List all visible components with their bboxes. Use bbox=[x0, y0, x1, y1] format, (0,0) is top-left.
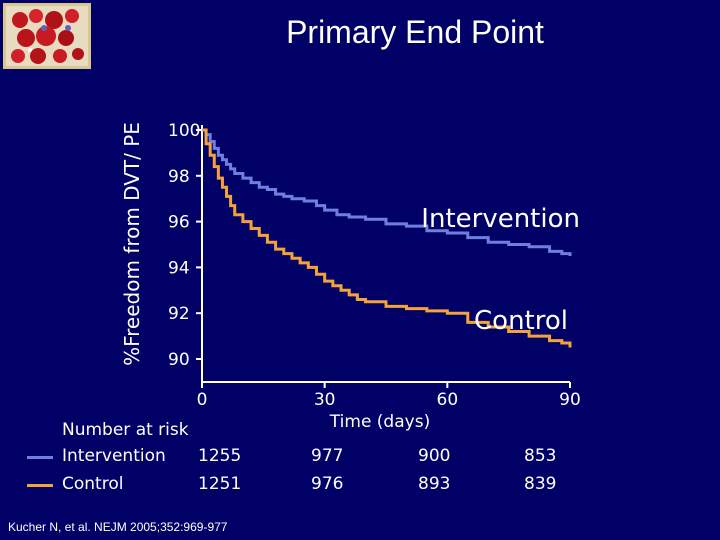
intervention-legend-line bbox=[27, 456, 53, 459]
y-tick-label: 90 bbox=[168, 350, 190, 370]
risk-control-day60: 893 bbox=[418, 474, 451, 494]
x-tick-label: 90 bbox=[559, 390, 581, 410]
y-tick-label: 92 bbox=[168, 304, 190, 324]
y-tick-label: 98 bbox=[168, 167, 190, 187]
x-tick-label: 30 bbox=[314, 390, 336, 410]
y-tick-label: 100 bbox=[168, 121, 200, 141]
risk-intervention-day60: 900 bbox=[418, 446, 451, 466]
x-axis-label: Time (days) bbox=[329, 412, 431, 432]
citation: Kucher N, et al. NEJM 2005;352:969-977 bbox=[8, 520, 228, 534]
intervention-curve bbox=[202, 128, 572, 256]
intervention-series-label: Intervention bbox=[421, 204, 580, 234]
risk-control-day30: 976 bbox=[311, 474, 344, 494]
x-tick-label: 60 bbox=[437, 390, 459, 410]
risk-intervention-day90: 853 bbox=[524, 446, 557, 466]
risk-intervention-day0: 1255 bbox=[198, 446, 242, 466]
control-legend-line bbox=[27, 484, 53, 487]
risk-intervention-day30: 977 bbox=[311, 446, 344, 466]
y-tick-label: 94 bbox=[168, 258, 190, 278]
blood-cells-graphic bbox=[11, 9, 84, 64]
blood-cells-image-icon bbox=[3, 3, 91, 69]
risk-control-day0: 1251 bbox=[198, 474, 242, 494]
y-tick-label: 96 bbox=[168, 213, 190, 233]
risk-control-day90: 839 bbox=[524, 474, 557, 494]
x-tick-label: 0 bbox=[197, 390, 208, 410]
risk-row-label-intervention: Intervention bbox=[62, 446, 166, 466]
control-curve bbox=[202, 128, 572, 348]
slide-title: Primary End Point bbox=[286, 14, 544, 50]
risk-table-header: Number at risk bbox=[62, 420, 189, 440]
control-series-label: Control bbox=[474, 306, 568, 336]
risk-row-label-control: Control bbox=[62, 474, 124, 494]
